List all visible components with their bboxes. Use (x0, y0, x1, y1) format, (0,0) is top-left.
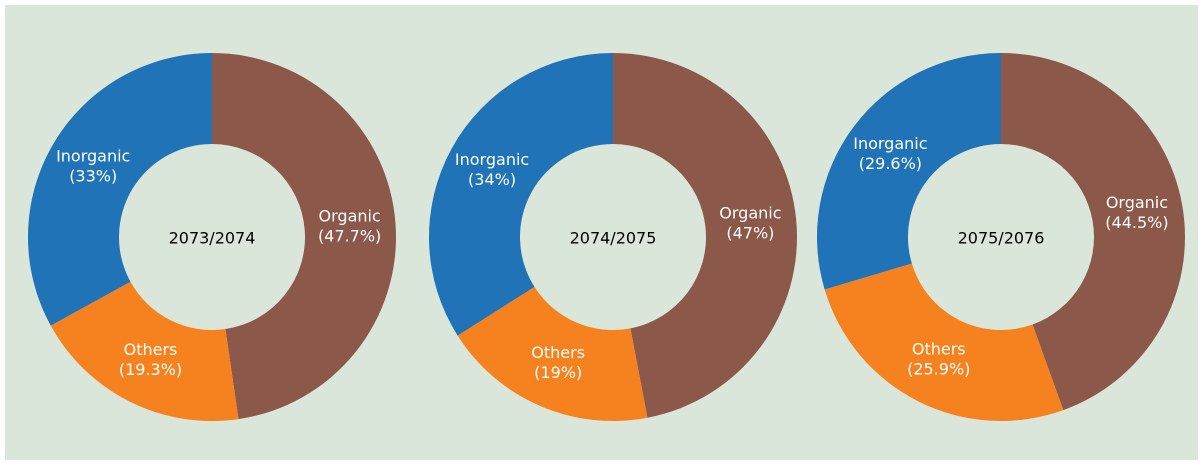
slice-value-label: (47%) (726, 224, 774, 243)
slice-label: Inorganic (56, 146, 130, 165)
slice-label: Others (531, 343, 585, 362)
donut-slice (28, 53, 213, 326)
slice-value-label: (19.3%) (119, 360, 182, 379)
slice-value-label: (34%) (468, 170, 516, 189)
slice-value-label: (19%) (534, 363, 582, 382)
donut-slice (1001, 53, 1186, 411)
slice-label: Others (124, 340, 178, 359)
slice-value-label: (29.6%) (859, 154, 922, 173)
donut-slice (428, 52, 613, 336)
donut-center-title: 2073/2074 (169, 229, 256, 248)
slice-value-label: (25.9%) (907, 360, 970, 379)
donut-center-title: 2074/2075 (570, 229, 657, 248)
donut-slice (50, 281, 239, 421)
slice-label: Inorganic (853, 134, 927, 153)
slice-label: Organic (1106, 193, 1168, 212)
slice-label: Others (912, 340, 966, 359)
donut-center-title: 2075/2076 (958, 229, 1045, 248)
donut-slice (212, 53, 396, 420)
slice-label: Organic (719, 204, 781, 223)
slice-value-label: (47.7%) (318, 227, 381, 246)
slice-label: Organic (319, 207, 381, 226)
donut-slice (817, 53, 1001, 290)
slice-label: Inorganic (455, 150, 529, 169)
slice-value-label: (44.5%) (1105, 213, 1168, 232)
donut-slice (613, 53, 797, 418)
donut-slice (457, 286, 648, 421)
donut-slice (824, 263, 1064, 422)
slice-value-label: (33%) (69, 166, 117, 185)
